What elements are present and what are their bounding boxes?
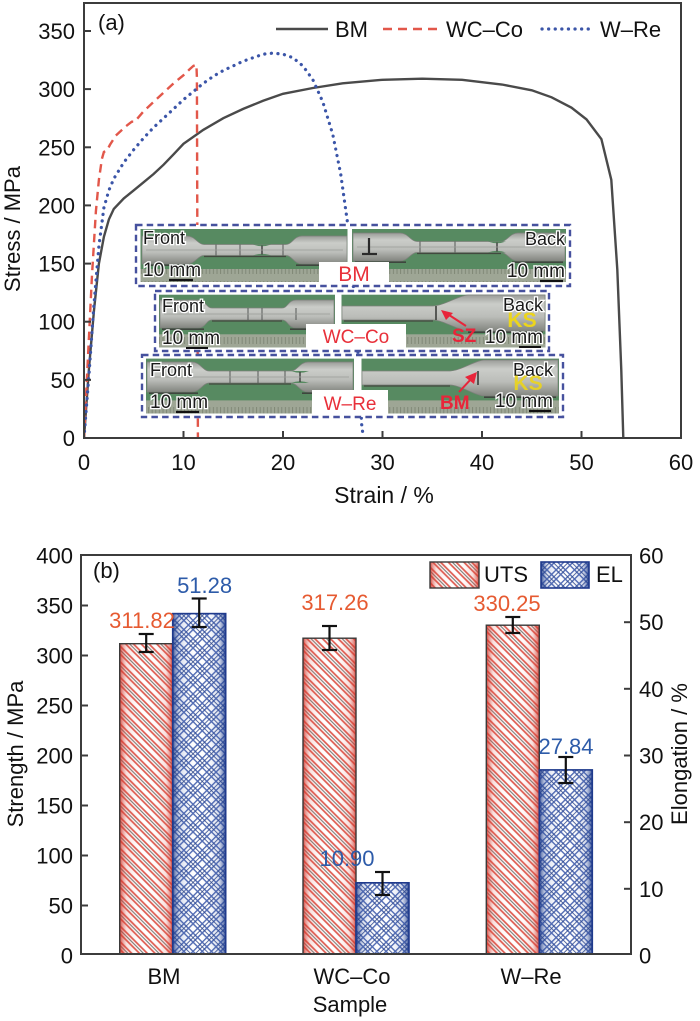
svg-text:(a): (a) <box>98 10 125 35</box>
svg-text:20: 20 <box>271 450 295 475</box>
svg-text:10 mm: 10 mm <box>485 327 543 348</box>
svg-text:WC–Co: WC–Co <box>313 964 390 989</box>
svg-text:Elongation / %: Elongation / % <box>667 683 692 825</box>
svg-text:WC–Co: WC–Co <box>323 327 390 348</box>
svg-text:50: 50 <box>51 368 75 393</box>
svg-text:317.26: 317.26 <box>301 590 368 615</box>
svg-text:10 mm: 10 mm <box>495 391 553 412</box>
svg-text:BM: BM <box>148 964 181 989</box>
svg-text:UTS: UTS <box>484 562 528 587</box>
svg-text:10 mm: 10 mm <box>150 392 208 413</box>
svg-text:10 mm: 10 mm <box>507 261 565 282</box>
svg-text:250: 250 <box>38 135 75 160</box>
svg-text:60: 60 <box>669 450 693 475</box>
svg-text:300: 300 <box>36 644 73 669</box>
svg-text:Front: Front <box>143 228 185 248</box>
svg-text:60: 60 <box>639 544 663 569</box>
svg-text:Back: Back <box>525 229 566 249</box>
svg-text:Sample: Sample <box>313 992 388 1017</box>
svg-text:330.25: 330.25 <box>473 591 540 616</box>
svg-text:10.90: 10.90 <box>319 846 374 871</box>
svg-text:100: 100 <box>38 310 75 335</box>
svg-text:Front: Front <box>150 360 192 380</box>
svg-text:0: 0 <box>61 944 73 969</box>
svg-text:10: 10 <box>639 877 663 902</box>
svg-text:WC–Co: WC–Co <box>446 17 523 42</box>
svg-text:30: 30 <box>370 450 394 475</box>
svg-text:10: 10 <box>171 450 195 475</box>
svg-text:Back: Back <box>503 295 544 315</box>
svg-text:Front: Front <box>162 296 204 316</box>
svg-text:W–Re: W–Re <box>600 17 661 42</box>
svg-text:150: 150 <box>36 794 73 819</box>
svg-text:51.28: 51.28 <box>177 573 232 598</box>
svg-text:SZ: SZ <box>452 326 477 347</box>
svg-text:350: 350 <box>38 19 75 44</box>
svg-text:0: 0 <box>639 944 651 969</box>
svg-text:300: 300 <box>38 77 75 102</box>
svg-text:(b): (b) <box>93 558 120 583</box>
svg-text:27.84: 27.84 <box>538 734 593 759</box>
svg-text:40: 40 <box>470 450 494 475</box>
svg-text:Strength / MPa: Strength / MPa <box>3 680 28 828</box>
svg-text:Back: Back <box>513 360 554 380</box>
svg-text:Stress / MPa: Stress / MPa <box>0 165 25 292</box>
svg-text:BM: BM <box>338 263 370 286</box>
svg-text:W–Re: W–Re <box>500 964 561 989</box>
svg-text:250: 250 <box>36 694 73 719</box>
svg-text:W–Re: W–Re <box>324 394 377 415</box>
svg-text:Strain / %: Strain / % <box>334 482 434 508</box>
svg-text:KS: KS <box>507 309 536 332</box>
svg-text:EL: EL <box>596 562 623 587</box>
svg-text:KS: KS <box>513 372 542 395</box>
svg-text:400: 400 <box>36 544 73 569</box>
svg-text:0: 0 <box>63 426 75 451</box>
svg-text:50: 50 <box>49 894 73 919</box>
svg-text:150: 150 <box>38 252 75 277</box>
svg-text:BM: BM <box>335 17 368 42</box>
svg-text:20: 20 <box>639 810 663 835</box>
svg-text:10 mm: 10 mm <box>162 328 220 349</box>
svg-text:0: 0 <box>78 450 90 475</box>
svg-text:50: 50 <box>569 450 593 475</box>
svg-text:30: 30 <box>639 744 663 769</box>
svg-text:BM: BM <box>440 393 470 414</box>
svg-text:10 mm: 10 mm <box>143 260 201 281</box>
svg-text:50: 50 <box>639 610 663 635</box>
svg-text:100: 100 <box>36 844 73 869</box>
svg-text:311.82: 311.82 <box>109 608 175 633</box>
svg-text:200: 200 <box>36 744 73 769</box>
svg-text:200: 200 <box>38 193 75 218</box>
svg-text:350: 350 <box>36 594 73 619</box>
svg-text:40: 40 <box>639 677 663 702</box>
